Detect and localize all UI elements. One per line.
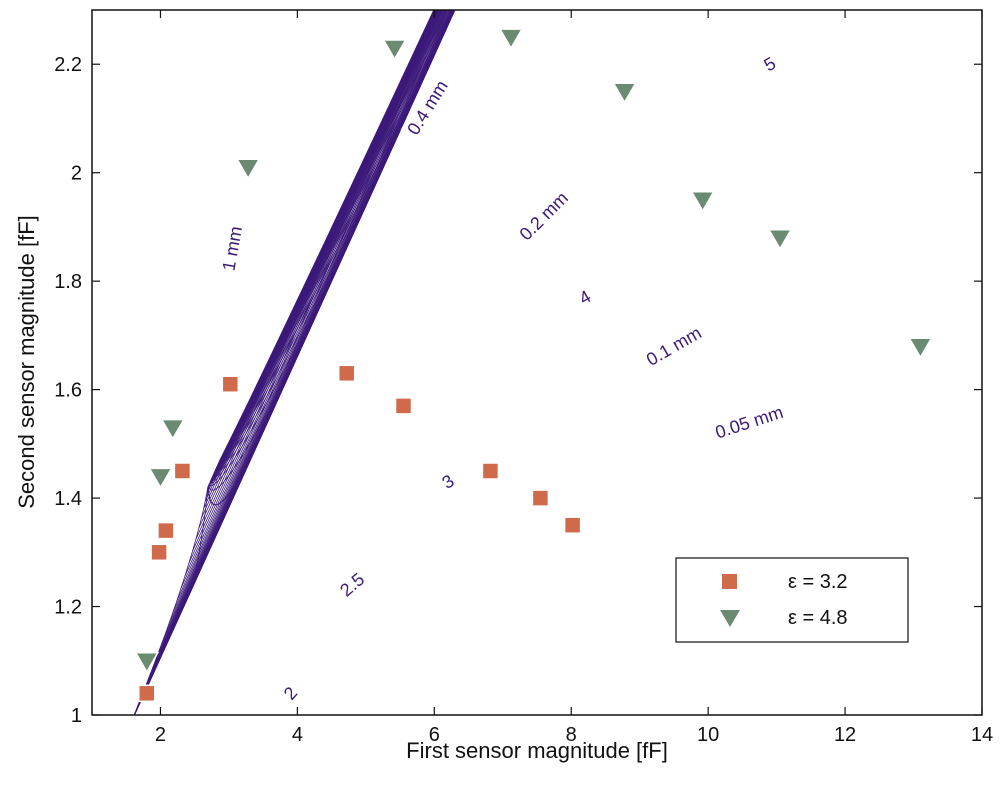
x-tick-label: 10 [697,724,719,746]
data-point-square [138,684,156,703]
data-point-square [221,375,240,393]
distance-curve [206,437,232,491]
legend-label-series-1: ε = 3.2 [788,571,848,593]
y-tick-label: 1.8 [54,271,82,293]
data-point-square [157,521,175,540]
y-axis-title: Second sensor magnitude [fF] [14,215,39,509]
data-point-square [337,364,356,383]
data-point-square [531,489,550,507]
contour-grid [133,10,456,715]
distance-curve [152,10,453,669]
distance-curve [188,10,441,564]
permittivity-label-background [276,679,305,707]
distance-curve [176,10,446,601]
permittivity-label-group: 3 [435,468,461,496]
distance-label-background [217,224,248,274]
distance-label-background [512,184,575,248]
data-point-triangle [908,337,933,359]
x-tick-label: 4 [292,724,303,746]
plot-frame [91,9,983,716]
distance-curve [164,10,450,635]
y-tick-label: 1.2 [54,597,82,619]
permittivity-label-background [572,283,598,311]
permittivity-curve [210,10,447,481]
permittivity-curve [213,10,441,475]
data-point-triangle [134,652,160,674]
permittivity-label-group: 4 [572,283,598,311]
legend: ε = 3.2 ε = 4.8 [675,557,909,643]
permittivity-label-background [331,564,374,605]
data-point-square [563,516,582,534]
x-tick-label: 2 [155,724,166,746]
permittivity-curve [209,10,453,484]
distance-curve [204,336,281,502]
y-tick-label: 1.6 [54,380,82,402]
distance-curve [168,10,449,624]
distance-curve [172,10,448,613]
data-series [134,28,933,703]
data-point-square [150,543,168,562]
x-tick-label: 6 [429,724,440,746]
permittivity-label-group: 5 [757,50,783,78]
legend-label-series-2: ε = 4.8 [788,607,848,629]
permittivity-curve [210,10,446,480]
distance-curve [180,10,445,589]
legend-box [675,557,909,643]
data-point-triangle [612,82,637,104]
distance-curve [198,10,435,529]
permittivity-curve [212,10,441,476]
data-point-triangle [160,418,186,441]
distance-curve [203,247,323,509]
permittivity-label-group: 2 [276,679,305,707]
data-point-triangle [235,158,261,180]
data-point-triangle [382,39,407,61]
permittivity-curve [209,10,451,483]
distance-curve [192,10,439,552]
distance-curve [184,10,443,577]
x-tick-label: 14 [971,724,993,746]
data-point-square [394,397,413,415]
data-point-square [481,462,500,480]
distance-curve [201,126,380,518]
y-tick-label: 1.4 [54,488,82,510]
y-tick-label: 1 [71,705,82,727]
y-tick-label: 2 [71,163,82,185]
data-point-square [173,462,192,480]
x-tick-label: 8 [566,724,577,746]
legend-marker-triangle [720,610,740,627]
permittivity-curve [211,10,444,479]
distance-curve [155,10,452,661]
permittivity-label-background [435,468,461,496]
data-point-triangle [498,28,524,50]
axes: 2 4 6 8 10 12 14 1 1.2 1.4 1.6 1.8 2 2.2 [54,10,993,746]
legend-marker-square [722,574,737,589]
permittivity-curve [211,10,444,478]
data-point-triangle [148,467,173,489]
distance-curve [195,10,437,540]
x-axis-title: First sensor magnitude [fF] [406,738,668,763]
permittivity-curve [212,10,443,477]
distance-curve [206,398,251,496]
distance-label-background [709,399,789,445]
permittivity-curve [211,10,445,480]
distance-curve [161,10,451,644]
permittivity-curve [210,10,448,482]
distance-curve [158,10,451,653]
distance-label-background [639,320,708,373]
distance-label-background [400,73,455,142]
permittivity-label-background [757,50,783,78]
x-tick-label: 12 [834,724,856,746]
y-tick-label: 2.2 [54,54,82,76]
permittivity-curve [210,10,450,482]
data-point-triangle [767,229,793,251]
distance-curve [207,460,220,488]
data-point-triangle [690,191,716,213]
